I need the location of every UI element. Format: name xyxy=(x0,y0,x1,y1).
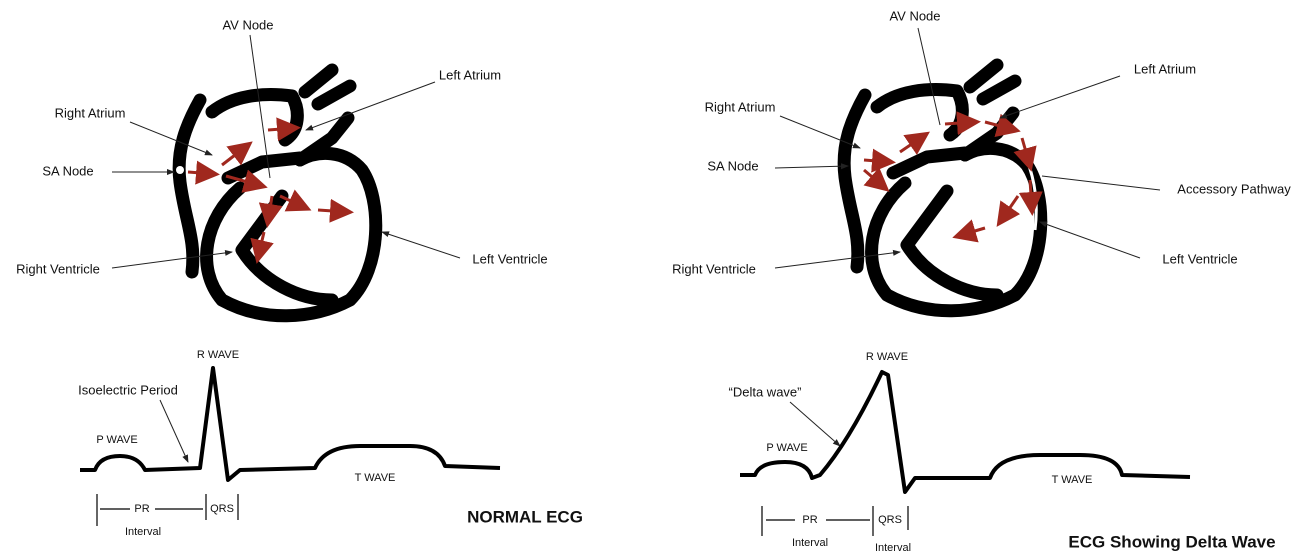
label: Interval xyxy=(875,542,911,554)
conduction-arrows xyxy=(187,117,354,264)
heart xyxy=(179,70,376,316)
label: Right Ventricle xyxy=(672,261,756,276)
label: Right Atrium xyxy=(705,99,776,114)
label: “Delta wave” xyxy=(729,384,802,399)
label: R WAVE xyxy=(866,351,908,363)
heart xyxy=(844,65,1041,311)
interval-ticks xyxy=(761,506,909,536)
label: PR xyxy=(134,503,149,515)
caption: NORMAL ECG xyxy=(467,507,583,526)
label: Interval xyxy=(125,526,161,538)
label: T WAVE xyxy=(355,472,396,484)
leader-lines xyxy=(774,27,1161,447)
label: P WAVE xyxy=(96,434,137,446)
label: R WAVE xyxy=(197,349,239,361)
sa-node-dot xyxy=(853,156,861,164)
caption: ECG Showing Delta Wave xyxy=(1068,532,1275,551)
av-node-dot xyxy=(266,184,274,192)
delta-panel: AV Node Left Atrium Right Atrium SA Node… xyxy=(672,8,1291,553)
label: P WAVE xyxy=(766,442,807,454)
label: QRS xyxy=(210,503,234,515)
sa-node-dot xyxy=(176,166,184,174)
av-node-dot xyxy=(944,176,952,184)
label: SA Node xyxy=(42,163,93,178)
label: Left Atrium xyxy=(1134,61,1196,76)
label: SA Node xyxy=(707,158,758,173)
label: QRS xyxy=(878,514,902,526)
conduction-arrows xyxy=(863,111,1043,243)
label: Left Atrium xyxy=(439,67,501,82)
label: PR xyxy=(802,514,817,526)
ecg-trace xyxy=(80,366,501,482)
label: Right Atrium xyxy=(55,105,126,120)
leader-lines xyxy=(111,34,461,463)
label: T WAVE xyxy=(1052,474,1093,486)
label: Right Ventricle xyxy=(16,261,100,276)
label: Left Ventricle xyxy=(472,251,547,266)
interval-ticks xyxy=(96,494,239,526)
normal-panel: AV Node Left Atrium Right Atrium SA Node… xyxy=(16,17,583,537)
label: AV Node xyxy=(889,8,940,23)
label: Interval xyxy=(792,537,828,549)
label: Isoelectric Period xyxy=(78,382,178,397)
label: Left Ventricle xyxy=(1162,251,1237,266)
label: Accessory Pathway xyxy=(1177,181,1291,196)
ecg-trace xyxy=(740,370,1191,494)
accessory-pathway xyxy=(1010,129,1038,231)
label: AV Node xyxy=(222,17,273,32)
